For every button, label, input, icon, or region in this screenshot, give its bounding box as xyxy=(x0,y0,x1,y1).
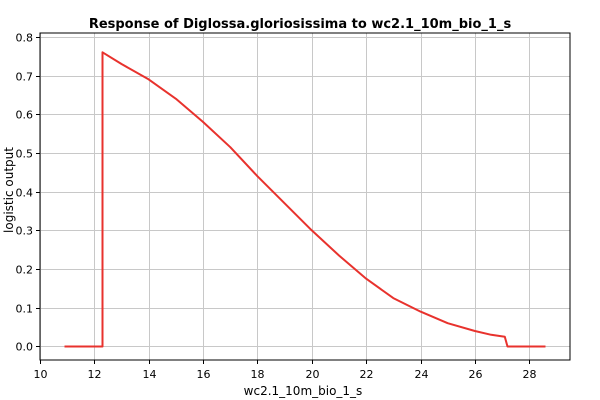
y-tick-label: 0.5 xyxy=(16,148,34,161)
y-tick-label: 0.6 xyxy=(16,109,34,122)
x-tick-label: 26 xyxy=(469,368,483,381)
x-tick-label: 20 xyxy=(306,368,320,381)
plot-area-frame xyxy=(39,32,571,361)
chart-title: Response of Diglossa.gloriosissima to wc… xyxy=(89,17,512,32)
y-tick-label: 0.0 xyxy=(16,341,34,354)
response-curve xyxy=(64,51,546,348)
y-axis-label: logistic output xyxy=(2,147,16,233)
axis-ticks: 10 12 14 16 18 20 22 24 26 28 0.0 0.1 0.2 0.3 0.4 0.5 0.… xyxy=(16,32,537,382)
x-tick-label: 10 xyxy=(34,368,48,381)
y-tick-label: 0.7 xyxy=(16,71,34,84)
y-tick-label: 0.1 xyxy=(16,303,34,316)
x-tick-label: 24 xyxy=(415,368,429,381)
x-tick-label: 18 xyxy=(251,368,265,381)
x-tick-label: 12 xyxy=(88,368,102,381)
x-tick-label: 28 xyxy=(523,368,537,381)
x-tick-label: 16 xyxy=(197,368,211,381)
y-tick-label: 0.8 xyxy=(16,32,34,45)
y-tick-label: 0.4 xyxy=(16,187,34,200)
y-tick-label: 0.3 xyxy=(16,225,34,238)
x-axis-label: wc2.1_10m_bio_1_s xyxy=(244,384,363,398)
series-layer xyxy=(64,51,546,348)
grid-lines xyxy=(40,33,570,360)
x-tick-label: 22 xyxy=(360,368,374,381)
y-tick-label: 0.2 xyxy=(16,264,34,277)
x-tick-label: 14 xyxy=(143,368,157,381)
